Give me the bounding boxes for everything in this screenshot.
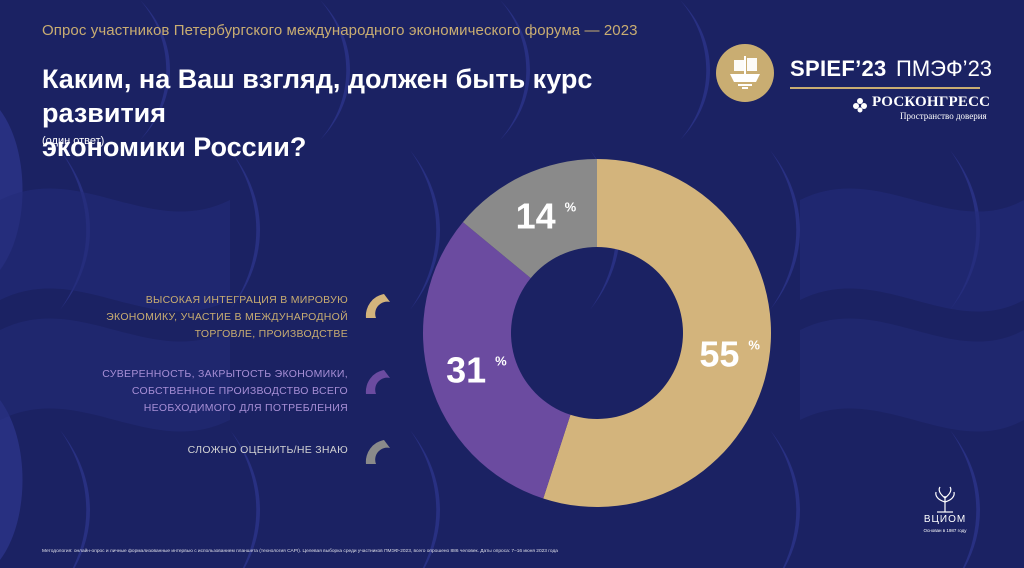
slice-value-label: 55	[699, 333, 739, 374]
legend-line: НЕОБХОДИМОГО ДЛЯ ПОТРЕБЛЕНИЯ	[143, 402, 348, 414]
wciom-logo: ВЦИОМ Основан в 1987 году	[910, 484, 980, 544]
title-line-2: экономики России?	[42, 132, 307, 162]
ship-logo-icon	[716, 44, 774, 102]
legend-item-integration: ВЫСОКАЯ ИНТЕГРАЦИЯ В МИРОВУЮ ЭКОНОМИКУ, …	[106, 292, 348, 343]
legend-line: СУВЕРЕННОСТЬ, ЗАКРЫТОСТЬ ЭКОНОМИКИ,	[102, 368, 348, 380]
slice-unit-label: %	[565, 199, 577, 214]
legend-item-undecided: СЛОЖНО ОЦЕНИТЬ/НЕ ЗНАЮ	[188, 442, 348, 459]
legend-swatch-undecided	[365, 440, 390, 464]
answer-note: (один ответ)	[42, 135, 105, 147]
slice-value-label: 14	[516, 195, 556, 236]
page-title: Каким, на Ваш взгляд, должен быть курс р…	[42, 62, 662, 164]
legend-line: ТОРГОВЛЕ, ПРОИЗВОДСТВЕ	[194, 328, 348, 340]
ship-icon	[730, 56, 760, 89]
legend-line: СЛОЖНО ОЦЕНИТЬ/НЕ ЗНАЮ	[187, 444, 348, 456]
spief-logo-text: SPIEF’23	[790, 56, 887, 81]
donut-slice-sovereignty	[423, 222, 571, 499]
legend-line: ВЫСОКАЯ ИНТЕГРАЦИЯ В МИРОВУЮ	[145, 294, 348, 306]
wciom-tagline: Основан в 1987 году	[923, 528, 967, 533]
spief-logo-block: SPIEF’23 ПМЭФ’23 РОСКОНГРЕСС Пространств…	[716, 44, 1006, 124]
wciom-tree-icon	[935, 486, 955, 513]
title-line-1: Каким, на Ваш взгляд, должен быть курс р…	[42, 64, 593, 128]
roscongress-tagline: Пространство доверия	[900, 111, 987, 121]
roscongress-logo-text: РОСКОНГРЕСС	[872, 94, 991, 110]
donut-slice-undecided	[462, 159, 597, 279]
wciom-logo-text: ВЦИОМ	[923, 514, 967, 525]
slice-unit-label: %	[748, 337, 760, 352]
legend-swatch-integration	[365, 294, 390, 318]
survey-caption: Опрос участников Петербургского междунар…	[42, 22, 638, 39]
roscongress-flower-icon	[853, 98, 867, 113]
methodology-footnote: Методология: онлайн-опрос и личные форма…	[42, 549, 558, 554]
legend-line: СОБСТВЕННОЕ ПРОИЗВОДСТВО ВСЕГО	[131, 385, 348, 397]
legend-item-sovereignty: СУВЕРЕННОСТЬ, ЗАКРЫТОСТЬ ЭКОНОМИКИ, СОБС…	[102, 366, 348, 417]
slice-value-label: 31	[446, 349, 486, 390]
donut-slice-integration	[543, 159, 772, 508]
legend-line: ЭКОНОМИКУ, УЧАСТИЕ В МЕЖДУНАРОДНОЙ	[106, 311, 348, 323]
legend-swatch-sovereignty	[365, 370, 390, 394]
pmef-logo-text: ПМЭФ’23	[896, 56, 993, 81]
logo-divider	[790, 87, 980, 89]
slice-unit-label: %	[495, 353, 507, 368]
